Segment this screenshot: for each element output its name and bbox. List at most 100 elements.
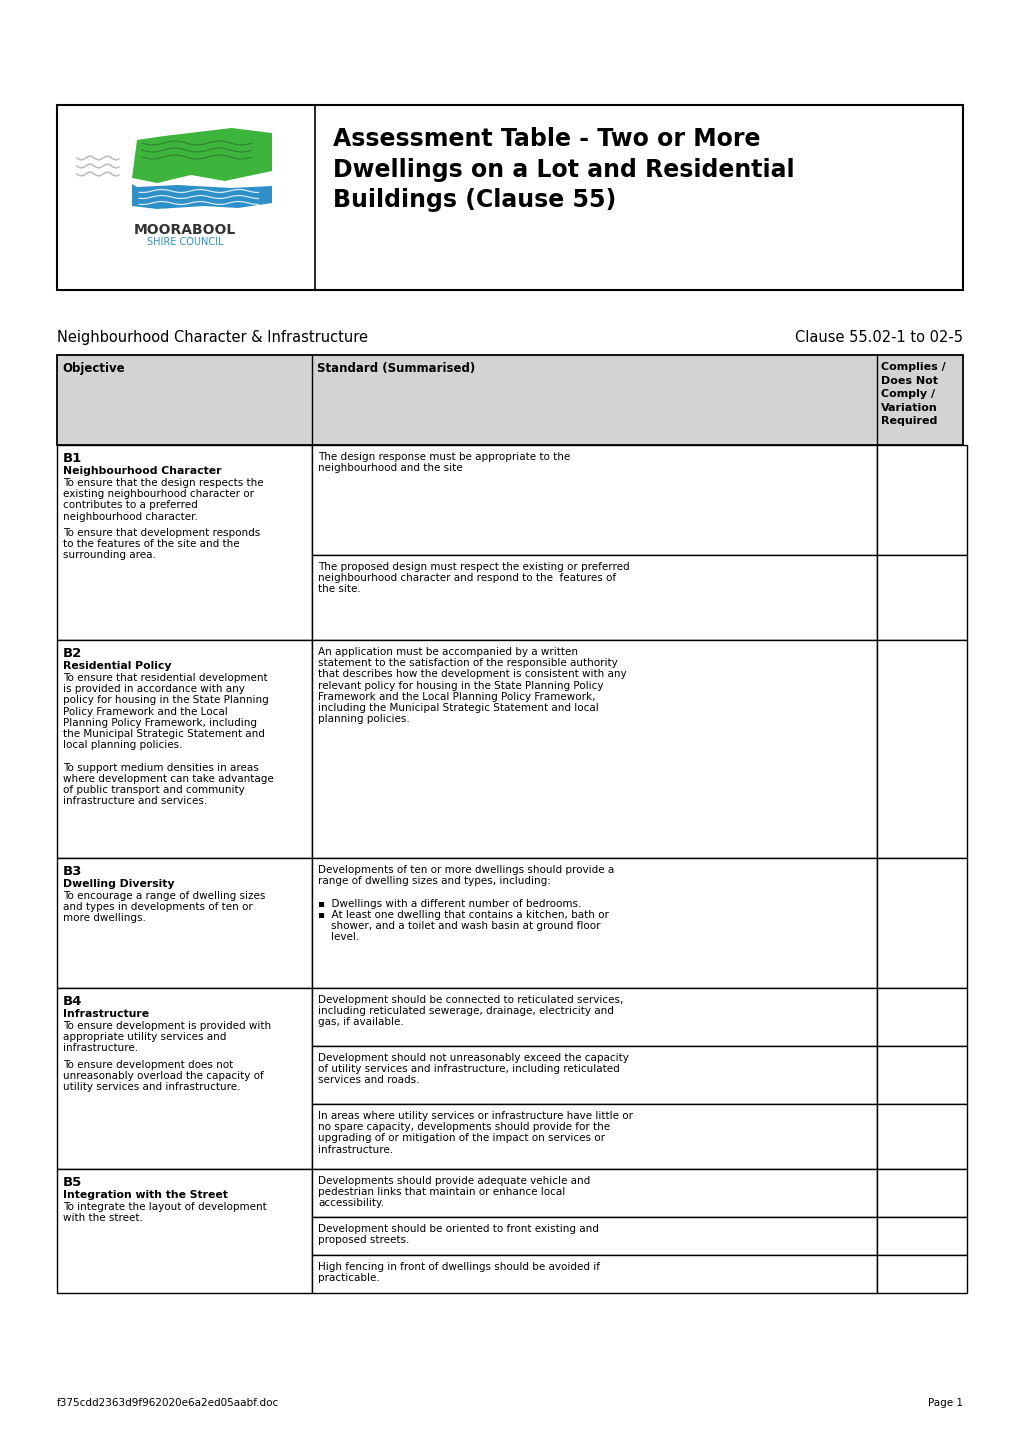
Text: including reticulated sewerage, drainage, electricity and: including reticulated sewerage, drainage… xyxy=(318,1006,613,1016)
Bar xyxy=(57,105,962,290)
Text: Assessment Table - Two or More
Dwellings on a Lot and Residential
Buildings (Cla: Assessment Table - Two or More Dwellings… xyxy=(332,127,794,212)
Text: Developments should provide adequate vehicle and: Developments should provide adequate veh… xyxy=(318,1176,590,1186)
Polygon shape xyxy=(131,185,272,209)
Text: planning policies.: planning policies. xyxy=(318,714,410,724)
Text: To ensure that residential development: To ensure that residential development xyxy=(63,672,267,683)
Text: Development should be connected to reticulated services,: Development should be connected to retic… xyxy=(318,996,623,1004)
Text: infrastructure and services.: infrastructure and services. xyxy=(63,797,207,807)
Bar xyxy=(312,1255,876,1293)
Bar xyxy=(57,444,312,641)
Bar xyxy=(312,444,876,556)
Text: accessibility.: accessibility. xyxy=(318,1198,383,1208)
Text: To support medium densities in areas: To support medium densities in areas xyxy=(63,762,259,772)
Text: Page 1: Page 1 xyxy=(927,1398,962,1408)
Text: statement to the satisfaction of the responsible authority: statement to the satisfaction of the res… xyxy=(318,658,618,668)
Text: To integrate the layout of development: To integrate the layout of development xyxy=(63,1202,267,1212)
Text: Neighbourhood Character & Infrastructure: Neighbourhood Character & Infrastructure xyxy=(57,330,368,345)
Bar xyxy=(312,641,876,859)
Text: upgrading of or mitigation of the impact on services or: upgrading of or mitigation of the impact… xyxy=(318,1133,604,1143)
Text: to the features of the site and the: to the features of the site and the xyxy=(63,540,239,548)
Text: appropriate utility services and: appropriate utility services and xyxy=(63,1032,226,1042)
Text: utility services and infrastructure.: utility services and infrastructure. xyxy=(63,1082,240,1092)
Text: Infrastructure: Infrastructure xyxy=(63,1009,149,1019)
Bar xyxy=(876,1104,966,1169)
Text: Residential Policy: Residential Policy xyxy=(63,661,171,671)
Text: of utility services and infrastructure, including reticulated: of utility services and infrastructure, … xyxy=(318,1063,620,1074)
Text: pedestrian links that maintain or enhance local: pedestrian links that maintain or enhanc… xyxy=(318,1188,565,1198)
Text: gas, if available.: gas, if available. xyxy=(318,1017,404,1027)
Bar xyxy=(57,641,312,859)
Text: The design response must be appropriate to the: The design response must be appropriate … xyxy=(318,452,570,462)
Text: Framework and the Local Planning Policy Framework,: Framework and the Local Planning Policy … xyxy=(318,691,595,701)
Text: B1: B1 xyxy=(63,452,83,465)
Text: infrastructure.: infrastructure. xyxy=(318,1144,392,1154)
Text: policy for housing in the State Planning: policy for housing in the State Planning xyxy=(63,696,268,706)
Text: practicable.: practicable. xyxy=(318,1273,379,1283)
Text: existing neighbourhood character or: existing neighbourhood character or xyxy=(63,489,254,499)
Text: relevant policy for housing in the State Planning Policy: relevant policy for housing in the State… xyxy=(318,681,603,691)
Text: range of dwelling sizes and types, including:: range of dwelling sizes and types, inclu… xyxy=(318,876,550,886)
Text: Dwelling Diversity: Dwelling Diversity xyxy=(63,879,174,889)
Bar xyxy=(876,1046,966,1104)
Text: To ensure development is provided with: To ensure development is provided with xyxy=(63,1022,271,1030)
Text: Neighbourhood Character: Neighbourhood Character xyxy=(63,466,221,476)
Text: services and roads.: services and roads. xyxy=(318,1075,419,1085)
Text: In areas where utility services or infrastructure have little or: In areas where utility services or infra… xyxy=(318,1111,633,1121)
Text: proposed streets.: proposed streets. xyxy=(318,1235,409,1245)
Bar xyxy=(876,1216,966,1255)
Bar xyxy=(312,1216,876,1255)
Text: ▪  At least one dwelling that contains a kitchen, bath or: ▪ At least one dwelling that contains a … xyxy=(318,909,608,919)
Bar xyxy=(876,641,966,859)
Bar xyxy=(876,556,966,641)
Bar xyxy=(312,1169,876,1216)
Text: more dwellings.: more dwellings. xyxy=(63,913,146,924)
Bar xyxy=(312,859,876,988)
Text: To encourage a range of dwelling sizes: To encourage a range of dwelling sizes xyxy=(63,890,265,900)
Text: Developments of ten or more dwellings should provide a: Developments of ten or more dwellings sh… xyxy=(318,864,613,874)
Text: SHIRE COUNCIL: SHIRE COUNCIL xyxy=(147,237,223,247)
Text: and types in developments of ten or: and types in developments of ten or xyxy=(63,902,253,912)
Text: where development can take advantage: where development can take advantage xyxy=(63,773,273,784)
Bar xyxy=(876,988,966,1046)
Bar xyxy=(312,1046,876,1104)
Bar xyxy=(876,859,966,988)
Text: Development should not unreasonably exceed the capacity: Development should not unreasonably exce… xyxy=(318,1053,629,1063)
Text: of public transport and community: of public transport and community xyxy=(63,785,245,795)
Text: To ensure development does not: To ensure development does not xyxy=(63,1059,233,1069)
Text: f375cdd2363d9f962020e6a2ed05aabf.doc: f375cdd2363d9f962020e6a2ed05aabf.doc xyxy=(57,1398,279,1408)
Text: An application must be accompanied by a written: An application must be accompanied by a … xyxy=(318,646,578,657)
Text: neighbourhood character and respond to the  features of: neighbourhood character and respond to t… xyxy=(318,573,615,583)
Polygon shape xyxy=(131,128,272,183)
Bar xyxy=(876,1169,966,1216)
Text: infrastructure.: infrastructure. xyxy=(63,1043,138,1053)
Bar xyxy=(876,444,966,556)
Bar xyxy=(876,1255,966,1293)
Text: To ensure that development responds: To ensure that development responds xyxy=(63,528,260,538)
Bar xyxy=(57,1169,312,1293)
Bar xyxy=(57,988,312,1169)
Bar xyxy=(57,859,312,988)
Text: Objective: Objective xyxy=(62,362,124,375)
Text: Complies /
Does Not
Comply /
Variation
Required: Complies / Does Not Comply / Variation R… xyxy=(880,362,945,426)
Text: B2: B2 xyxy=(63,646,83,659)
Text: B3: B3 xyxy=(63,864,83,877)
Text: level.: level. xyxy=(318,932,359,942)
Text: the Municipal Strategic Statement and: the Municipal Strategic Statement and xyxy=(63,729,265,739)
Text: local planning policies.: local planning policies. xyxy=(63,740,182,750)
Text: Planning Policy Framework, including: Planning Policy Framework, including xyxy=(63,717,257,727)
Text: unreasonably overload the capacity of: unreasonably overload the capacity of xyxy=(63,1071,264,1081)
Text: neighbourhood and the site: neighbourhood and the site xyxy=(318,463,463,473)
Text: shower, and a toilet and wash basin at ground floor: shower, and a toilet and wash basin at g… xyxy=(318,921,600,931)
Text: Policy Framework and the Local: Policy Framework and the Local xyxy=(63,707,227,717)
Text: The proposed design must respect the existing or preferred: The proposed design must respect the exi… xyxy=(318,561,629,571)
Text: contributes to a preferred: contributes to a preferred xyxy=(63,501,198,511)
Bar xyxy=(312,556,876,641)
Text: Clause 55.02-1 to 02-5: Clause 55.02-1 to 02-5 xyxy=(794,330,962,345)
Text: surrounding area.: surrounding area. xyxy=(63,550,156,560)
Bar xyxy=(57,355,962,444)
Bar xyxy=(312,988,876,1046)
Text: Development should be oriented to front existing and: Development should be oriented to front … xyxy=(318,1224,598,1234)
Text: B5: B5 xyxy=(63,1176,83,1189)
Text: the site.: the site. xyxy=(318,584,361,595)
Bar xyxy=(312,1104,876,1169)
